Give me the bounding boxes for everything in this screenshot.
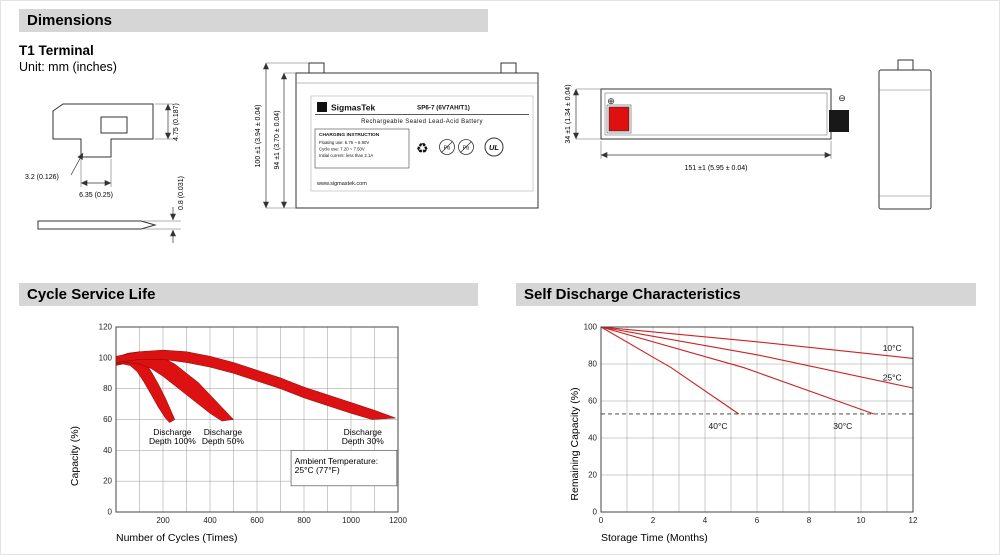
battery-type-label: Rechargeable Sealed Lead-Acid Battery	[361, 119, 483, 125]
svg-text:4: 4	[703, 516, 708, 525]
svg-text:UL: UL	[489, 143, 499, 152]
svg-text:200: 200	[156, 516, 170, 525]
svg-text:0: 0	[593, 508, 598, 517]
dim-blade-thickness: 0.8 (0.031)	[178, 176, 185, 210]
brand-logo-letter: S	[320, 105, 325, 112]
charging-instruction-title: CHARGING INSTRUCTION	[319, 132, 380, 138]
self-discharge-y-axis-label: Remaining Capacity (%)	[569, 387, 581, 500]
cycle-service-life-header: Cycle Service Life	[19, 283, 478, 306]
dim-length: 151 ±1 (5.95 ± 0.04)	[685, 165, 748, 172]
self-discharge-plot-area: 10°C 25°C 30°C 40°C 0 2 4 6 8 10 12 0 20 40 60 80 100	[584, 323, 918, 526]
dim-terminal-height: 4.75 (0.187)	[173, 103, 180, 141]
dim-terminal-thickness: 3.2 (0.126)	[25, 174, 59, 181]
cycle-x-axis-label: Number of Cycles (Times)	[116, 532, 238, 544]
dim-depth: 34 ±1 (1.34 ± 0.04)	[565, 84, 572, 143]
recycle-icon: ♻	[416, 140, 429, 156]
svg-text:20: 20	[588, 471, 597, 480]
positive-terminal-symbol: ⊕	[607, 96, 615, 106]
ul-icon: UL	[484, 137, 504, 157]
svg-text:100: 100	[584, 323, 598, 332]
svg-text:0: 0	[108, 508, 113, 517]
svg-text:40°C: 40°C	[709, 421, 728, 431]
cycle-service-life-title: Cycle Service Life	[27, 286, 156, 303]
charging-instruction-line: Initial current: less than 2.1A	[319, 153, 373, 158]
svg-text:25°C: 25°C	[883, 373, 902, 383]
negative-terminal-symbol: ⊖	[838, 93, 846, 103]
dim-terminal-width: 6.35 (0.25)	[79, 192, 113, 199]
dimensions-header: Dimensions	[19, 9, 488, 32]
svg-text:2: 2	[651, 516, 656, 525]
website-url: www.sigmastek.com	[316, 181, 367, 187]
dimensions-title: Dimensions	[27, 12, 113, 29]
charging-instruction-box	[314, 128, 410, 169]
svg-text:80: 80	[588, 360, 597, 369]
svg-text:Ambient Temperature:25°C (77°F: Ambient Temperature: 25°C (77°F)	[295, 456, 378, 475]
negative-terminal	[829, 110, 849, 132]
svg-text:40: 40	[103, 446, 112, 455]
svg-text:6: 6	[755, 516, 760, 525]
unit-label: Unit: mm (inches)	[19, 60, 117, 74]
model-number: SP6-7 (6V7AH/T1)	[417, 105, 470, 112]
charging-instruction-line: Floating use: 6.75 ~ 6.90V	[319, 140, 369, 145]
svg-text:1200: 1200	[389, 516, 407, 525]
svg-text:20: 20	[103, 477, 112, 486]
svg-text:30°C: 30°C	[833, 421, 852, 431]
svg-text:60: 60	[103, 415, 112, 424]
svg-text:Pb: Pb	[444, 145, 451, 151]
svg-text:10°C: 10°C	[883, 343, 902, 353]
self-discharge-header: Self Discharge Characteristics	[516, 283, 976, 306]
cycle-y-axis-label: Capacity (%)	[69, 426, 81, 486]
terminal-blade	[37, 220, 157, 230]
brand-name: SigmasTek	[331, 103, 376, 113]
battery-front-view: S SigmasTek SP6-7 (6V7AH/T1) Rechargeabl…	[255, 62, 539, 209]
svg-text:8: 8	[807, 516, 812, 525]
positive-terminal	[608, 106, 630, 132]
svg-text:40: 40	[588, 434, 597, 443]
front-terminal-left	[308, 62, 325, 74]
brand-logo	[317, 102, 327, 112]
battery-label	[310, 95, 534, 192]
cycle-plot-area: 200 400 600 800 1000 1200 0 20 40 60 80 100 120 Disch…	[99, 323, 408, 526]
svg-text:Pb: Pb	[463, 145, 470, 151]
svg-text:400: 400	[203, 516, 217, 525]
battery-top-view: ⊕ ⊖ 34 ±1 (1.34 ± 0.04) 151 ±1 (5.95 ± 0…	[565, 84, 849, 172]
svg-text:12: 12	[909, 516, 918, 525]
svg-text:60: 60	[588, 397, 597, 406]
pb-icon: Pb	[439, 139, 455, 155]
svg-text:120: 120	[99, 323, 113, 332]
side-terminal	[897, 59, 914, 71]
battery-side-view	[878, 59, 932, 210]
svg-text:800: 800	[297, 516, 311, 525]
svg-text:80: 80	[103, 384, 112, 393]
self-discharge-x-axis-label: Storage Time (Months)	[601, 532, 708, 544]
self-discharge-chart: 10°C 25°C 30°C 40°C 0 2 4 6 8 10 12 0 20 40 60 80 100 St…	[569, 323, 918, 545]
svg-text:0: 0	[599, 516, 604, 525]
terminal-shape	[52, 103, 154, 158]
dim-inner-height: 94 ±1 (3.70 ± 0.04)	[274, 110, 281, 169]
t1-terminal-label: T1 Terminal	[19, 43, 94, 58]
pb-icon: Pb	[458, 139, 474, 155]
cycle-service-life-chart: 200 400 600 800 1000 1200 0 20 40 60 80 100 120 Disch…	[69, 323, 408, 545]
svg-text:100: 100	[99, 353, 113, 362]
dim-outer-height: 100 ±1 (3.94 ± 0.04)	[255, 105, 262, 168]
front-terminal-right	[500, 62, 517, 74]
terminal-detail-drawing: 4.75 (0.187) 3.2 (0.126) 6.35 (0.25) 0.8…	[25, 103, 185, 243]
charging-instruction-line: Cycle use: 7.20 ~ 7.50V	[319, 147, 365, 152]
svg-text:10: 10	[857, 516, 866, 525]
svg-text:1000: 1000	[342, 516, 360, 525]
self-discharge-title: Self Discharge Characteristics	[524, 286, 741, 303]
svg-text:600: 600	[250, 516, 264, 525]
side-body	[878, 69, 932, 210]
